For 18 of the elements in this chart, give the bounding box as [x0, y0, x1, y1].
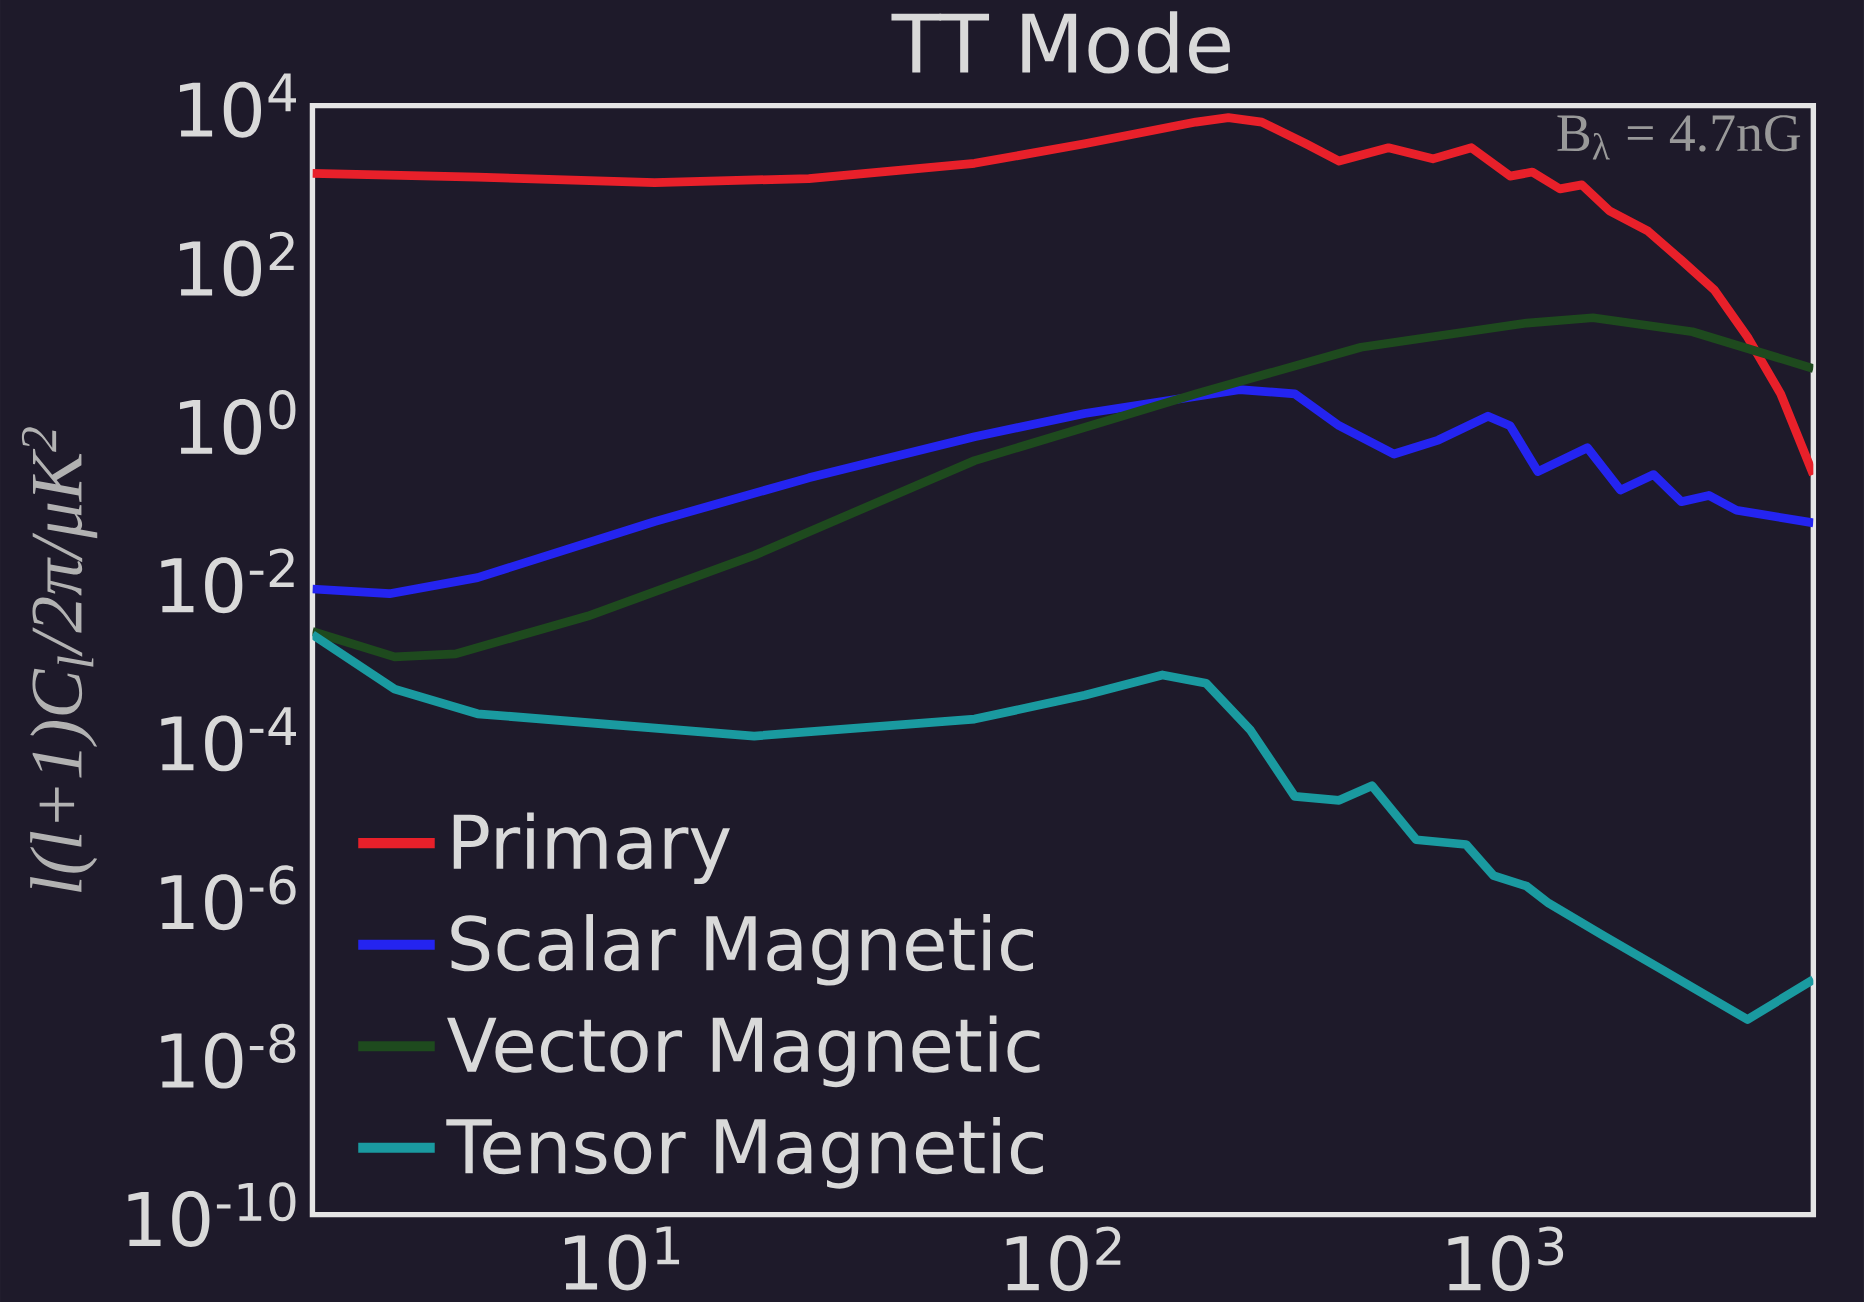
y-tick-label: 10$^{-10}$	[128, 1182, 296, 1247]
y-tick-label: 10$^{0}$	[180, 389, 296, 455]
y-tick-label: 10$^{-6}$	[161, 865, 296, 930]
y-tick-label: 10$^{-8}$	[161, 1023, 296, 1089]
y-tick-label: 10$^{-4}$	[161, 707, 296, 772]
chart-title: TT Mode	[891, 11, 1230, 74]
legend-label: Scalar Magnetic	[451, 913, 1033, 986]
annotation: B$_{λ}$ = 4.7nG	[1557, 115, 1801, 160]
y-tick-label: 10$^{-2}$	[161, 548, 294, 614]
legend-label: Tensor Magnetic	[446, 1116, 1043, 1189]
y-axis-title: l(l+1)C$_{l}$/2π/μK$^{2}$	[21, 427, 98, 892]
x-tick-label: 10$^{1}$	[564, 1226, 680, 1291]
legend-label: Vector Magnetic	[447, 1015, 1040, 1087]
y-tick-label: 10$^{2}$	[180, 231, 294, 297]
x-tick-label: 10$^{2}$	[1006, 1226, 1121, 1292]
y-tick-label: 10$^{4}$	[180, 73, 296, 138]
legend-label: Primary	[453, 812, 730, 884]
x-tick-label: 10$^{3}$	[1448, 1226, 1564, 1292]
